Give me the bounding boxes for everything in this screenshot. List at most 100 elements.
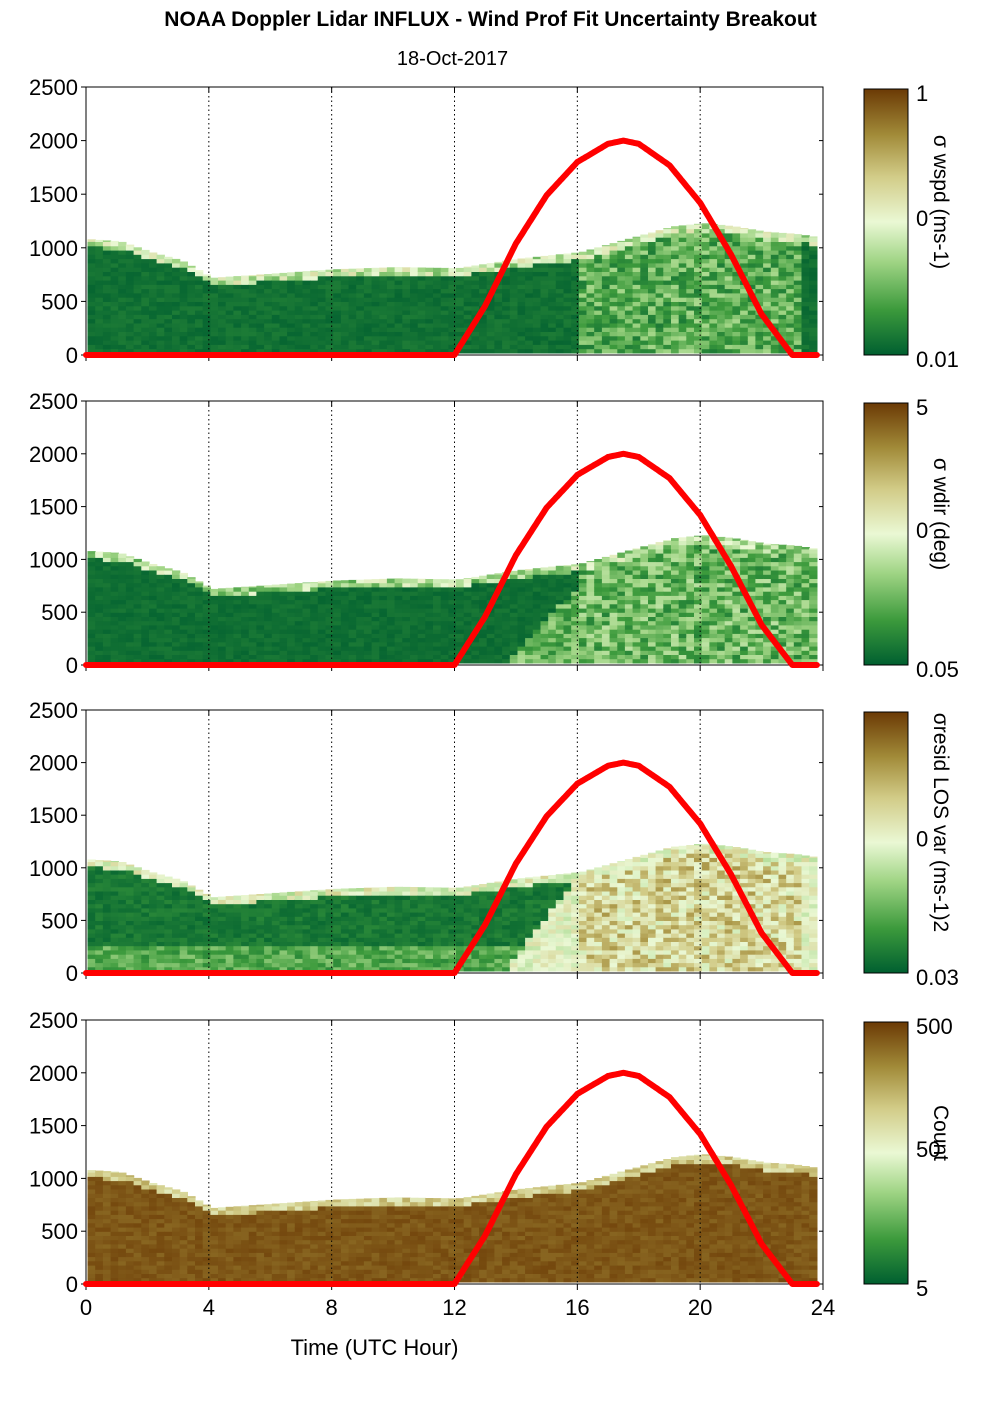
heatmap-cell	[578, 267, 588, 272]
heatmap-cell	[356, 314, 365, 320]
heatmap-cell	[102, 933, 112, 938]
heatmap-cell	[555, 608, 565, 613]
heatmap-cell	[202, 895, 211, 900]
heatmap-cell	[149, 624, 158, 630]
heatmap-cell	[133, 966, 142, 972]
heatmap-cell	[663, 262, 672, 268]
heatmap-cell	[747, 578, 757, 584]
heatmap-cell	[532, 650, 542, 655]
heatmap-cell	[555, 633, 565, 639]
heatmap-cell	[502, 280, 511, 285]
heatmap-cell	[724, 335, 733, 341]
heatmap-cell	[179, 586, 188, 592]
heatmap-cell	[586, 340, 595, 345]
heatmap-cell	[102, 878, 112, 884]
heatmap-cell	[740, 254, 749, 260]
heatmap-cell	[747, 595, 757, 601]
heatmap-cell	[317, 270, 327, 272]
heatmap-cell	[402, 641, 411, 647]
heatmap-cell	[179, 886, 188, 892]
heatmap-cell	[225, 280, 234, 285]
heatmap-cell	[617, 570, 626, 575]
heatmap-cell	[195, 616, 204, 622]
heatmap-cell	[448, 599, 457, 605]
heatmap-cell	[678, 232, 687, 238]
heatmap-cell	[110, 874, 119, 879]
heatmap-cell	[793, 650, 803, 655]
heatmap-cell	[456, 624, 465, 630]
heatmap-cell	[417, 599, 426, 605]
heatmap-cell	[801, 591, 810, 596]
heatmap-cell	[256, 310, 265, 315]
heatmap-cell	[179, 650, 188, 655]
heatmap-cell	[133, 297, 142, 302]
heatmap-cell	[118, 297, 127, 302]
heatmap-cell	[786, 233, 795, 238]
heatmap-cell	[402, 348, 411, 354]
heatmap-cell	[671, 578, 680, 584]
heatmap-cell	[379, 599, 388, 605]
heatmap-cell	[156, 348, 165, 354]
heatmap-cell	[386, 641, 396, 647]
heatmap-cell	[686, 574, 695, 579]
heatmap-cell	[310, 318, 319, 324]
heatmap-cell	[317, 654, 327, 660]
heatmap-cell	[187, 886, 196, 892]
heatmap-cell	[402, 331, 411, 337]
heatmap-cell	[95, 895, 104, 900]
heatmap-cell	[172, 878, 181, 884]
heatmap-cell	[294, 641, 304, 647]
heatmap-cell	[248, 654, 258, 660]
heatmap-cell	[133, 570, 142, 575]
heatmap-cell	[325, 288, 334, 294]
heatmap-cell	[95, 616, 104, 622]
heatmap-cell	[279, 305, 288, 311]
heatmap-cell	[210, 933, 219, 938]
heatmap-cell	[149, 344, 158, 350]
heatmap-cell	[172, 280, 181, 285]
heatmap-cell	[271, 646, 281, 651]
heatmap-cell	[187, 577, 196, 579]
heatmap-cell	[440, 280, 449, 285]
heatmap-cell	[594, 335, 603, 341]
heatmap-cell	[87, 305, 96, 311]
heatmap-cell	[532, 331, 542, 337]
heatmap-cell	[156, 941, 165, 947]
heatmap-cell	[755, 650, 764, 655]
heatmap-cell	[202, 591, 211, 596]
heatmap-cell	[118, 305, 127, 311]
heatmap-cell	[578, 633, 588, 639]
heatmap-cell	[340, 624, 350, 630]
heatmap-cell	[563, 633, 572, 639]
heatmap-cell	[187, 305, 196, 311]
heatmap-cell	[102, 586, 112, 592]
heatmap-cell	[686, 641, 695, 647]
heatmap-cell	[555, 629, 565, 634]
heatmap-cell	[310, 331, 319, 337]
heatmap-cell	[118, 318, 127, 324]
heatmap-cell	[440, 616, 449, 622]
heatmap-cell	[210, 280, 219, 285]
heatmap-cell	[356, 624, 365, 630]
heatmap-cell	[540, 654, 549, 660]
heatmap-cell	[770, 544, 780, 550]
heatmap-cell	[563, 595, 572, 601]
heatmap-cell	[732, 603, 741, 609]
heatmap-cell	[187, 314, 196, 320]
heatmap-cell	[809, 254, 818, 260]
heatmap-cell	[632, 548, 641, 550]
heatmap-cell	[179, 637, 188, 643]
heatmap-cell	[740, 267, 749, 272]
heatmap-cell	[340, 633, 350, 639]
heatmap-cell	[340, 654, 350, 660]
heatmap-cell	[548, 586, 557, 592]
heatmap-cell	[256, 595, 265, 601]
heatmap-cell	[778, 612, 787, 617]
heatmap-cell	[310, 629, 319, 634]
heatmap-cell	[770, 340, 780, 345]
heatmap-cell	[778, 574, 787, 579]
heatmap-cell	[271, 310, 281, 315]
heatmap-cell	[671, 314, 680, 320]
heatmap-cell	[202, 586, 211, 592]
heatmap-cell	[302, 608, 311, 613]
